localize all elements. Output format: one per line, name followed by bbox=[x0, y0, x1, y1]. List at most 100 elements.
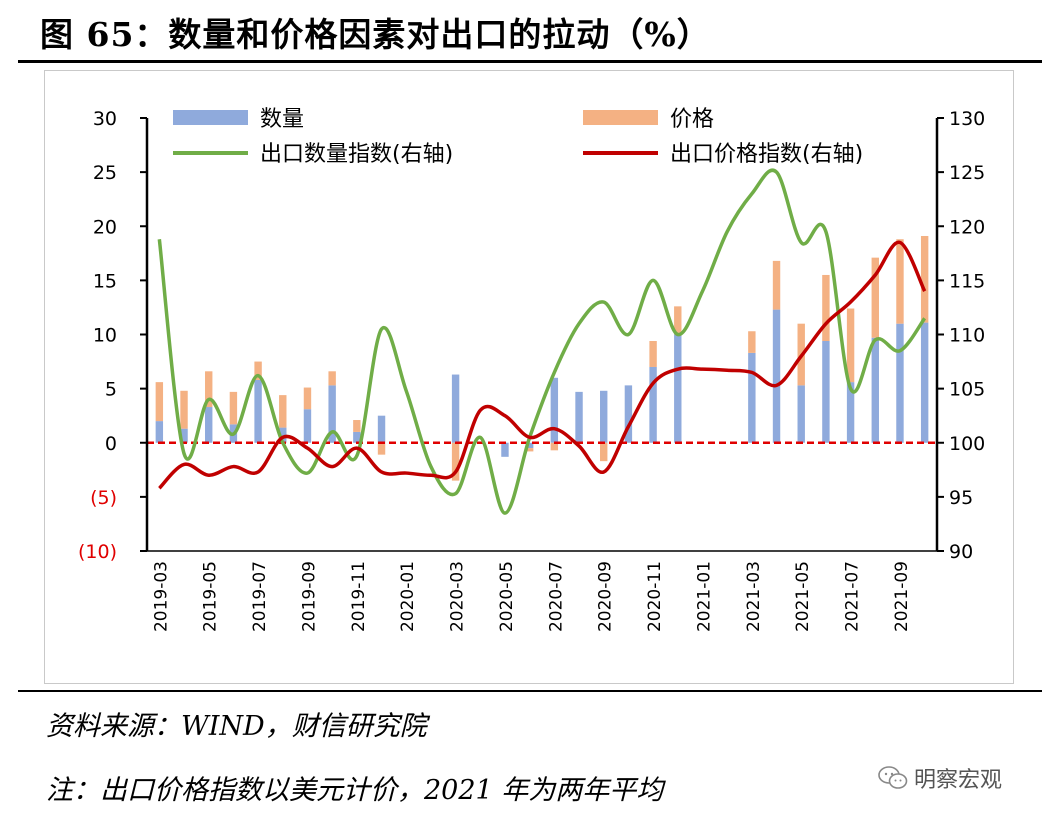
quantity-bar bbox=[772, 309, 781, 443]
legend-quantity-index-label: 出口数量指数(右轴) bbox=[260, 142, 453, 167]
right-axis-tick-label: 110 bbox=[949, 325, 985, 347]
quantity-bar bbox=[871, 337, 879, 443]
quantity-bar bbox=[501, 442, 509, 457]
price-bar bbox=[674, 306, 682, 335]
price-bar bbox=[748, 331, 756, 353]
quantity-bar bbox=[328, 385, 336, 443]
x-axis-tick-label: 2019-05 bbox=[201, 561, 221, 632]
quantity-bar bbox=[180, 428, 188, 443]
legend-quantity-swatch bbox=[173, 110, 248, 125]
x-axis-tick-label: 2021-01 bbox=[694, 561, 714, 632]
x-axis-tick-label: 2021-07 bbox=[843, 561, 863, 632]
quantity-bar bbox=[748, 352, 756, 443]
legend-price-swatch bbox=[583, 110, 658, 125]
quantity-bar bbox=[920, 322, 929, 443]
price-bar bbox=[254, 361, 262, 380]
quantity-bar bbox=[155, 421, 164, 443]
x-axis-tick-label: 2019-09 bbox=[299, 561, 319, 632]
quantity-bar bbox=[303, 409, 312, 443]
quantity-bar bbox=[254, 379, 262, 443]
price-bar bbox=[377, 442, 386, 455]
quantity-bar bbox=[822, 340, 830, 443]
price-bar bbox=[871, 257, 879, 338]
quantity-bar bbox=[377, 415, 386, 443]
x-axis-tick-label: 2020-09 bbox=[596, 561, 616, 632]
quantity-bar bbox=[896, 323, 904, 443]
right-axis-tick-label: 125 bbox=[949, 162, 985, 184]
right-axis-tick-label: 90 bbox=[949, 541, 973, 563]
left-axis-tick-label: (10) bbox=[78, 541, 117, 563]
x-axis-tick-label: 2020-03 bbox=[448, 561, 468, 632]
quantity-bar bbox=[575, 391, 583, 443]
price-bar bbox=[180, 390, 188, 429]
x-axis-tick-label: 2020-11 bbox=[645, 561, 665, 632]
left-axis-tick-label: (5) bbox=[90, 487, 117, 509]
right-axis-tick-label: 105 bbox=[949, 379, 985, 401]
quantity-bar bbox=[846, 382, 855, 443]
left-axis-tick-label: 10 bbox=[93, 325, 117, 347]
x-axis-tick-label: 2019-07 bbox=[250, 561, 270, 632]
quantity-bar bbox=[600, 390, 608, 443]
left-axis-tick-label: 15 bbox=[93, 270, 117, 292]
wechat-icon bbox=[878, 766, 908, 789]
quantity-bar bbox=[674, 334, 682, 443]
price-bar bbox=[279, 395, 287, 428]
price-bar bbox=[846, 308, 855, 383]
price-bar bbox=[550, 442, 559, 451]
left-axis-tick-label: 25 bbox=[93, 162, 117, 184]
x-axis-tick-label: 2021-09 bbox=[892, 561, 912, 632]
right-axis-tick-label: 95 bbox=[949, 487, 973, 509]
right-axis-tick-label: 100 bbox=[949, 433, 985, 455]
chart-canvas: (10) (5) 0 5 10 15 20 25 30 90 95 100 105 110 115 120 12… bbox=[78, 107, 985, 632]
footnote: 注：出口价格指数以美元计价，2021 年为两年平均 bbox=[46, 775, 664, 806]
right-axis-tick-label: 130 bbox=[949, 108, 985, 130]
quantity-bar bbox=[525, 442, 534, 449]
bottom-rule bbox=[18, 690, 1042, 692]
x-axis-tick-label: 2020-07 bbox=[546, 561, 566, 632]
quantity-bar bbox=[205, 407, 213, 443]
quantity-bar bbox=[649, 366, 657, 443]
x-axis-tick-label: 2021-05 bbox=[793, 561, 813, 632]
watermark-text: 明察宏观 bbox=[914, 768, 1003, 793]
price-bar bbox=[525, 448, 534, 452]
left-axis-tick-label: 20 bbox=[93, 216, 117, 238]
quantity-bar bbox=[550, 377, 559, 443]
legend-price-index-label: 出口价格指数(右轴) bbox=[670, 142, 863, 167]
price-bar bbox=[822, 274, 830, 341]
price-bar bbox=[772, 260, 781, 310]
source-note: 资料来源：WIND，财信研究院 bbox=[46, 711, 427, 742]
quantity-bar bbox=[797, 385, 805, 443]
x-axis-tick-label: 2020-01 bbox=[398, 561, 418, 632]
x-axis-tick-label: 2019-03 bbox=[151, 561, 171, 632]
legend-quantity-label: 数量 bbox=[260, 107, 304, 132]
price-bar bbox=[353, 420, 361, 432]
quantity-bar bbox=[279, 427, 287, 443]
chart-title: 图 65：数量和价格因素对出口的拉动（%） bbox=[40, 15, 711, 54]
left-axis-tick-label: 30 bbox=[93, 108, 117, 130]
legend-price-label: 价格 bbox=[670, 107, 714, 132]
price-bar bbox=[328, 371, 336, 386]
price-bar bbox=[896, 239, 904, 324]
x-axis-tick-label: 2020-05 bbox=[497, 561, 517, 632]
quantity-bar bbox=[353, 431, 361, 443]
price-bar bbox=[303, 387, 312, 410]
price-bar bbox=[649, 340, 657, 367]
right-axis-tick-label: 120 bbox=[949, 216, 985, 238]
price-bar bbox=[229, 391, 238, 425]
price-bar bbox=[920, 235, 929, 323]
left-axis-tick-label: 0 bbox=[105, 433, 117, 455]
x-axis-tick-label: 2021-03 bbox=[744, 561, 764, 632]
price-bar bbox=[600, 442, 608, 462]
quantity-bar bbox=[624, 385, 633, 443]
price-bar bbox=[155, 382, 164, 422]
right-axis-tick-label: 115 bbox=[949, 270, 985, 292]
top-rule bbox=[18, 60, 1042, 63]
left-axis-tick-label: 5 bbox=[105, 379, 117, 401]
chart-frame: (10) (5) 0 5 10 15 20 25 30 90 95 100 105 110 115 120 12… bbox=[44, 70, 1014, 684]
price-index-line bbox=[158, 240, 927, 490]
price-bar bbox=[205, 371, 213, 408]
price-bar bbox=[451, 442, 460, 481]
x-axis-tick-label: 2019-11 bbox=[349, 561, 369, 632]
watermark: 明察宏观 bbox=[878, 760, 1002, 796]
quantity-bar bbox=[451, 374, 460, 443]
